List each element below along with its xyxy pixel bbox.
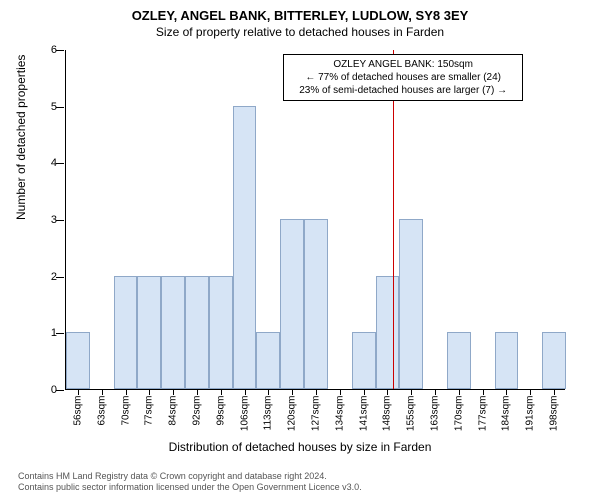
y-axis-label: Number of detached properties bbox=[14, 55, 28, 220]
x-tick-label: 184sqm bbox=[501, 396, 512, 446]
histogram-bar bbox=[256, 332, 280, 389]
x-tick-label: 141sqm bbox=[358, 396, 369, 446]
chart-title-main: OZLEY, ANGEL BANK, BITTERLEY, LUDLOW, SY… bbox=[0, 0, 600, 23]
histogram-bar bbox=[66, 332, 90, 389]
x-tick bbox=[554, 389, 555, 395]
y-tick bbox=[56, 163, 64, 164]
y-tick bbox=[56, 50, 64, 51]
x-tick-label: 127sqm bbox=[311, 396, 322, 446]
x-tick-label: 92sqm bbox=[191, 396, 202, 446]
x-tick-label: 56sqm bbox=[72, 396, 83, 446]
histogram-bar bbox=[114, 276, 138, 389]
histogram-bar bbox=[495, 332, 519, 389]
y-tick-label: 1 bbox=[37, 327, 57, 339]
x-tick-label: 120sqm bbox=[287, 396, 298, 446]
annotation-line-3: 23% of semi-detached houses are larger (… bbox=[290, 84, 516, 97]
x-tick-label: 106sqm bbox=[239, 396, 250, 446]
x-tick bbox=[506, 389, 507, 395]
x-tick-label: 77sqm bbox=[144, 396, 155, 446]
y-tick-label: 5 bbox=[37, 101, 57, 113]
annotation-box: OZLEY ANGEL BANK: 150sqm← 77% of detache… bbox=[283, 54, 523, 101]
x-tick-label: 70sqm bbox=[120, 396, 131, 446]
y-tick bbox=[56, 220, 64, 221]
x-tick bbox=[483, 389, 484, 395]
footer-attribution: Contains HM Land Registry data © Crown c… bbox=[18, 471, 362, 494]
x-tick-label: 155sqm bbox=[406, 396, 417, 446]
chart-area: 012345656sqm63sqm70sqm77sqm84sqm92sqm99s… bbox=[65, 50, 565, 390]
x-tick bbox=[340, 389, 341, 395]
x-tick bbox=[316, 389, 317, 395]
x-tick bbox=[102, 389, 103, 395]
histogram-bar bbox=[161, 276, 185, 389]
x-tick-label: 198sqm bbox=[549, 396, 560, 446]
x-tick-label: 113sqm bbox=[263, 396, 274, 446]
x-tick-label: 170sqm bbox=[453, 396, 464, 446]
x-tick bbox=[149, 389, 150, 395]
histogram-bar bbox=[137, 276, 161, 389]
footer-line-2: Contains public sector information licen… bbox=[18, 482, 362, 494]
x-tick-label: 148sqm bbox=[382, 396, 393, 446]
x-tick bbox=[530, 389, 531, 395]
x-tick-label: 134sqm bbox=[334, 396, 345, 446]
x-tick bbox=[78, 389, 79, 395]
y-tick-label: 0 bbox=[37, 384, 57, 396]
x-tick-label: 163sqm bbox=[430, 396, 441, 446]
annotation-line-2: ← 77% of detached houses are smaller (24… bbox=[290, 71, 516, 84]
annotation-line-1: OZLEY ANGEL BANK: 150sqm bbox=[290, 58, 516, 71]
x-tick bbox=[197, 389, 198, 395]
x-tick bbox=[387, 389, 388, 395]
x-tick-label: 99sqm bbox=[215, 396, 226, 446]
histogram-bar bbox=[185, 276, 209, 389]
histogram-bar bbox=[447, 332, 471, 389]
histogram-bar bbox=[376, 276, 400, 389]
histogram-bar bbox=[542, 332, 566, 389]
x-tick bbox=[411, 389, 412, 395]
y-tick-label: 2 bbox=[37, 271, 57, 283]
x-tick-label: 191sqm bbox=[525, 396, 536, 446]
histogram-bar bbox=[280, 219, 304, 389]
plot-region: 012345656sqm63sqm70sqm77sqm84sqm92sqm99s… bbox=[65, 50, 565, 390]
y-tick bbox=[56, 107, 64, 108]
x-tick bbox=[173, 389, 174, 395]
x-tick bbox=[435, 389, 436, 395]
x-tick bbox=[221, 389, 222, 395]
y-tick bbox=[56, 277, 64, 278]
x-tick bbox=[459, 389, 460, 395]
y-tick bbox=[56, 333, 64, 334]
chart-title-sub: Size of property relative to detached ho… bbox=[0, 23, 600, 39]
y-tick bbox=[56, 390, 64, 391]
x-tick-label: 63sqm bbox=[96, 396, 107, 446]
x-tick bbox=[126, 389, 127, 395]
y-tick-label: 6 bbox=[37, 44, 57, 56]
x-tick-label: 177sqm bbox=[477, 396, 488, 446]
histogram-bar bbox=[352, 332, 376, 389]
x-tick bbox=[364, 389, 365, 395]
y-tick-label: 4 bbox=[37, 157, 57, 169]
histogram-bar bbox=[209, 276, 233, 389]
histogram-bar bbox=[399, 219, 423, 389]
x-tick bbox=[292, 389, 293, 395]
y-tick-label: 3 bbox=[37, 214, 57, 226]
footer-line-1: Contains HM Land Registry data © Crown c… bbox=[18, 471, 362, 483]
x-tick-label: 84sqm bbox=[168, 396, 179, 446]
histogram-bar bbox=[233, 106, 257, 389]
histogram-bar bbox=[304, 219, 328, 389]
x-tick bbox=[245, 389, 246, 395]
x-tick bbox=[268, 389, 269, 395]
x-axis-label: Distribution of detached houses by size … bbox=[0, 440, 600, 454]
